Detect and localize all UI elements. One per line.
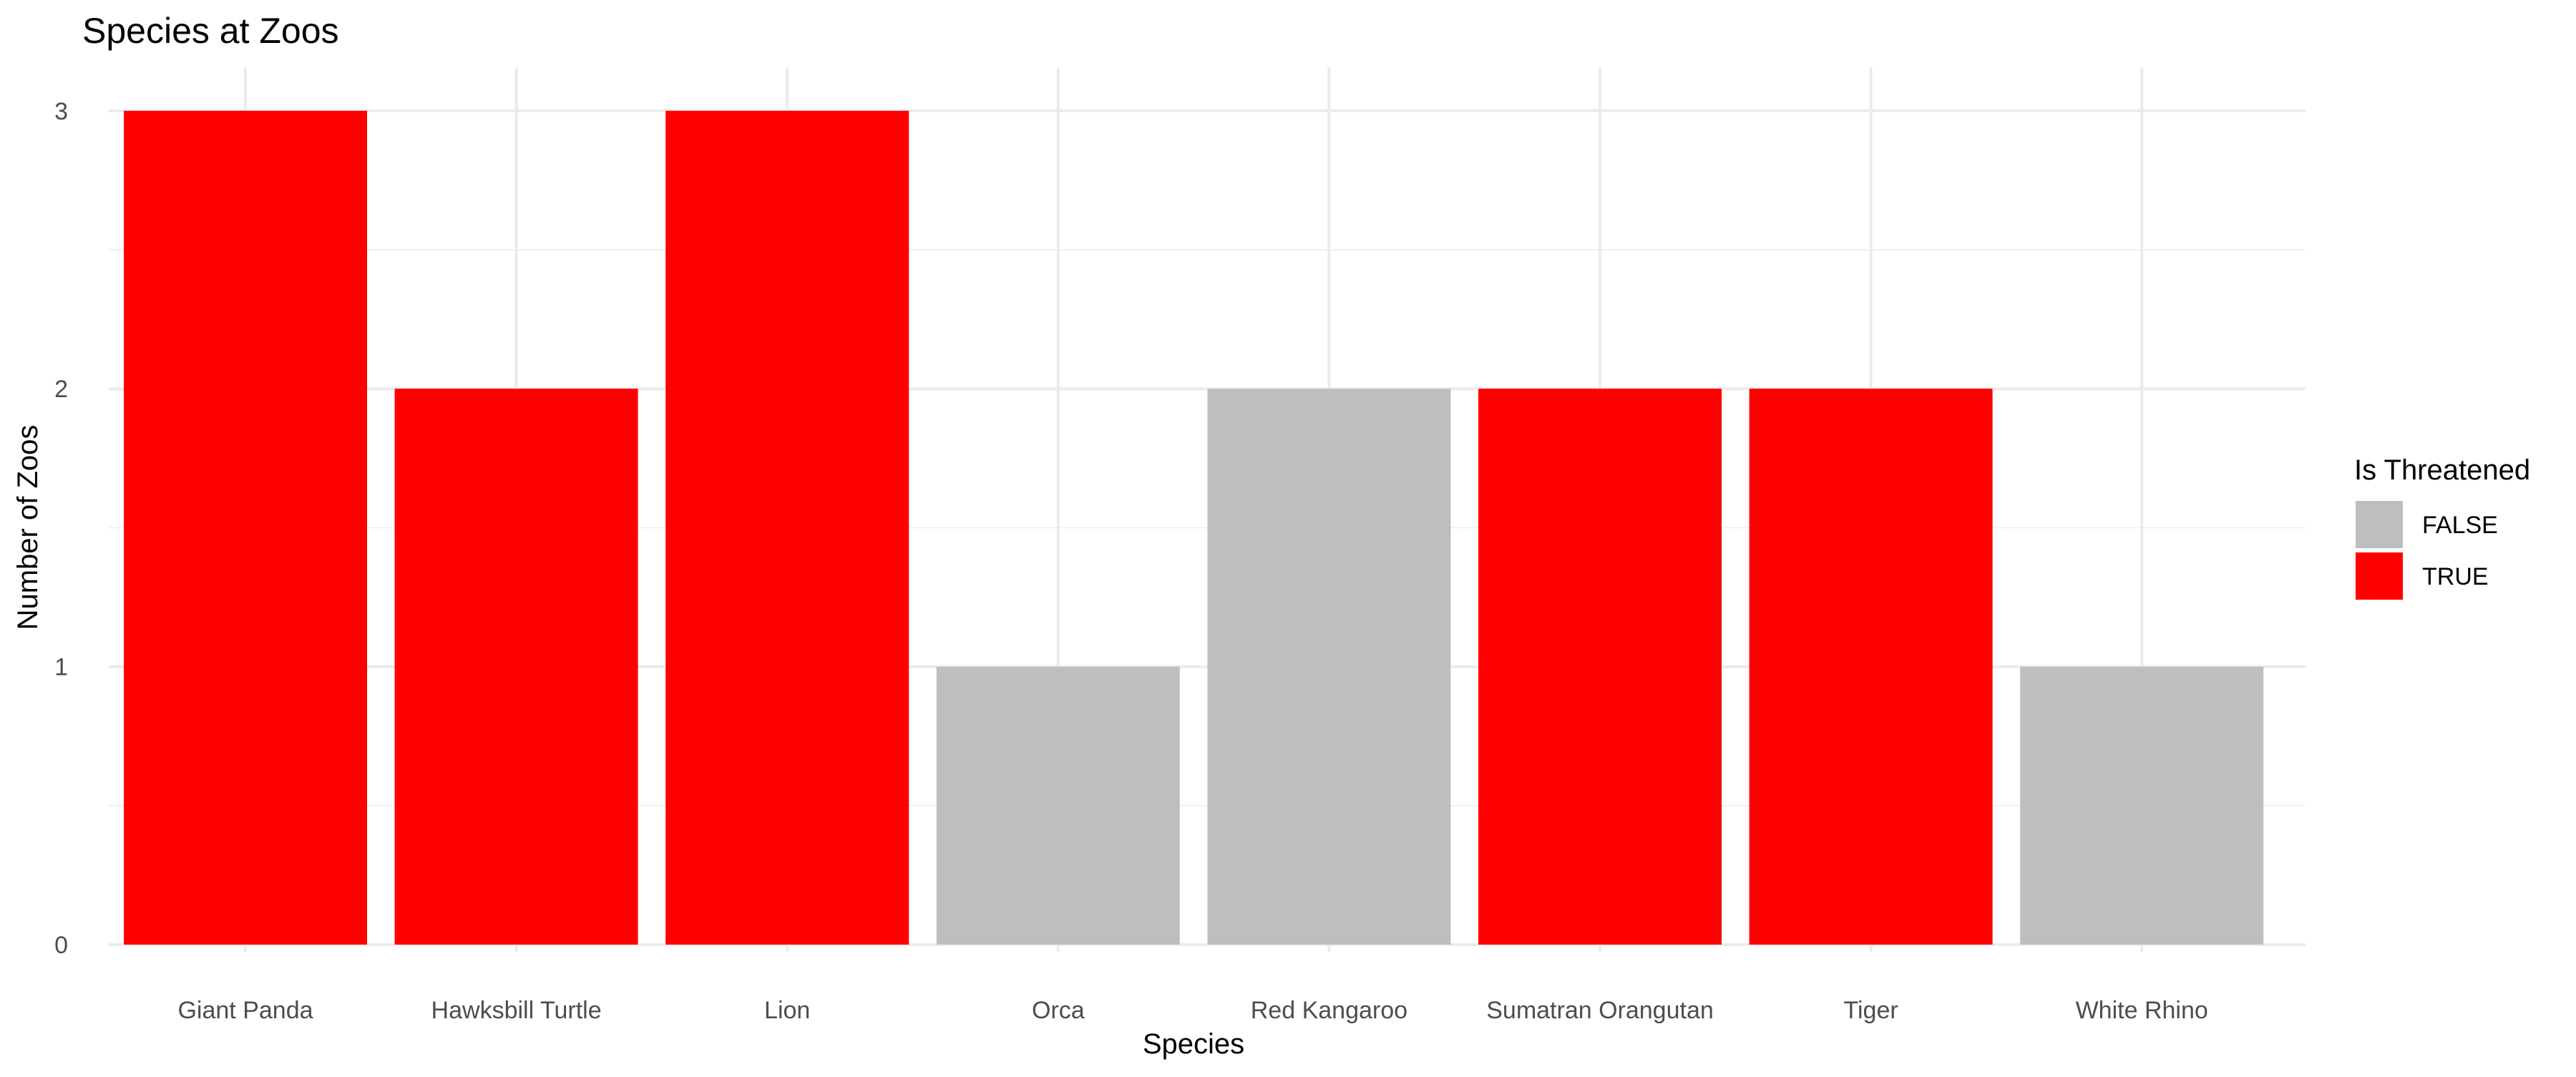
legend-entries: FALSE TRUE <box>2356 501 2498 600</box>
bar-tiger <box>1749 389 1993 945</box>
y-axis-ticks: 0 1 2 3 <box>54 98 68 959</box>
x-tick-label: Giant Panda <box>177 997 313 1024</box>
y-tick-label: 2 <box>54 376 68 403</box>
x-tick-label: Red Kangaroo <box>1251 997 1407 1024</box>
chart-title: Species at Zoos <box>82 11 339 51</box>
y-axis-title: Number of Zoos <box>12 425 44 630</box>
bar-giant-panda <box>124 110 367 945</box>
legend-key-true <box>2356 552 2403 600</box>
x-axis-title: Species <box>1143 1028 1244 1060</box>
x-tick-label: White Rhino <box>2076 997 2208 1024</box>
legend-label-false: FALSE <box>2422 512 2498 539</box>
legend: Is Threatened FALSE TRUE <box>2354 454 2530 600</box>
y-tick-label: 1 <box>54 654 68 681</box>
x-tick-label: Tiger <box>1843 997 1898 1024</box>
x-tick-label: Orca <box>1032 997 1085 1024</box>
y-tick-label: 0 <box>54 932 68 959</box>
x-tick-label: Hawksbill Turtle <box>431 997 602 1024</box>
bar-lion <box>665 110 909 945</box>
legend-title: Is Threatened <box>2354 454 2530 486</box>
bars <box>124 110 2264 945</box>
legend-label-true: TRUE <box>2422 563 2489 590</box>
bar-sumatran-orangutan <box>1478 389 1722 945</box>
bar-orca <box>936 666 1180 945</box>
bar-white-rhino <box>2020 666 2264 945</box>
legend-key-false <box>2356 501 2403 548</box>
bar-red-kangaroo <box>1207 389 1451 945</box>
bar-hawksbill-turtle <box>394 389 638 945</box>
y-tick-label: 3 <box>54 98 68 125</box>
x-tick-label: Lion <box>764 997 810 1024</box>
x-axis-ticks: Giant Panda Hawksbill Turtle Lion Orca Red K… <box>177 997 2207 1024</box>
x-tick-label: Sumatran Orangutan <box>1486 997 1714 1024</box>
